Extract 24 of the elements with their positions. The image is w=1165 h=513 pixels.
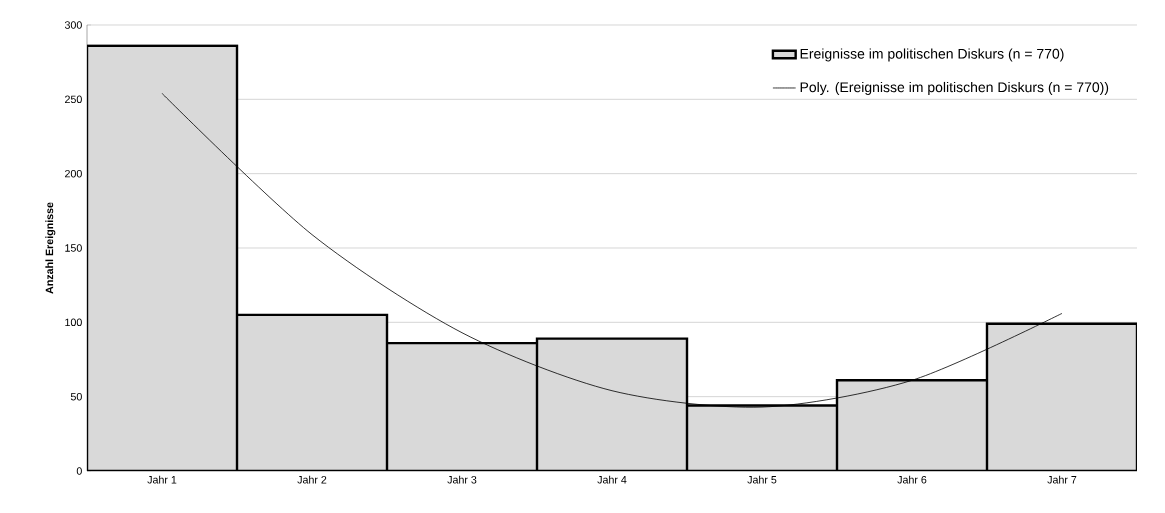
y-tick-label: 100 — [65, 318, 82, 327]
x-tick-label: Jahr 7 — [1047, 475, 1077, 484]
bar — [835, 379, 989, 471]
bar — [985, 322, 1137, 471]
y-tick-label: 150 — [65, 244, 82, 252]
legend-label: Ereignisse im politischen Diskurs (n = 770) — [800, 48, 1064, 62]
y-tick-label: 300 — [64, 21, 82, 29]
x-tick-label: Jahr 4 — [597, 475, 627, 484]
bar — [87, 44, 239, 471]
y-tick-label: 250 — [65, 95, 82, 104]
bar — [535, 337, 689, 471]
legend-label: Poly. (Ereignisse im politischen Diskurs (n = 770)) — [800, 81, 1109, 95]
x-tick-label: Jahr 1 — [147, 475, 177, 484]
x-tick-label: Jahr 2 — [297, 475, 327, 484]
bar — [235, 313, 389, 471]
bar — [385, 341, 539, 471]
y-tick-label: 0 — [76, 467, 82, 475]
x-tick-label: Jahr 6 — [897, 475, 927, 484]
x-tick-label: Jahr 3 — [447, 475, 477, 484]
bar — [685, 404, 839, 471]
x-tick-label: Jahr 5 — [747, 475, 777, 484]
y-tick-label: 200 — [65, 169, 82, 178]
y-tick-label: 50 — [70, 392, 82, 401]
y-axis-title: Anzahl Ereignisse — [45, 202, 56, 294]
